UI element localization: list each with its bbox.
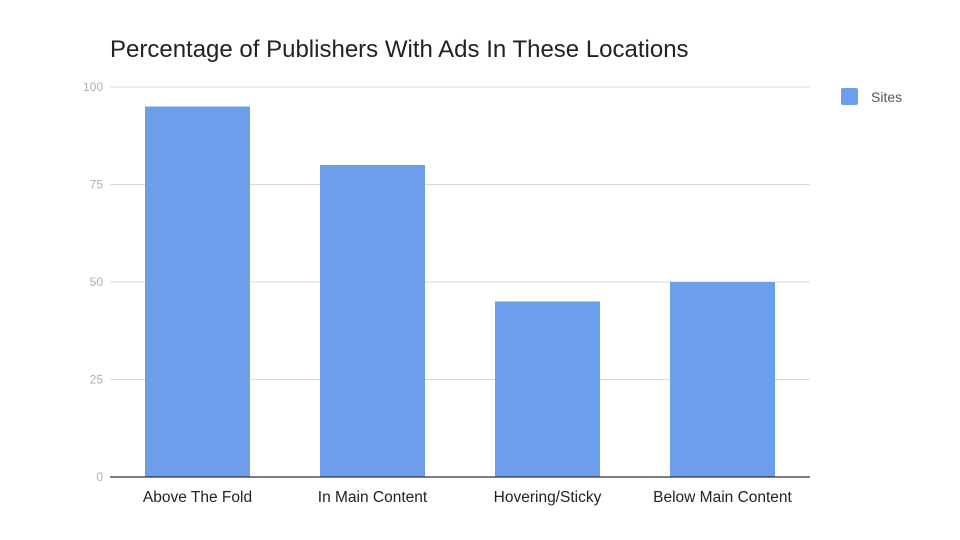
- bar: [145, 106, 250, 477]
- y-tick-label: 75: [90, 178, 104, 192]
- y-tick-label: 25: [90, 373, 104, 387]
- bar: [495, 301, 600, 477]
- bar: [670, 282, 775, 477]
- y-tick-label: 0: [96, 470, 103, 484]
- legend-swatch: [841, 88, 858, 105]
- x-category-label: Below Main Content: [653, 489, 792, 506]
- x-category-label: Above The Fold: [143, 489, 252, 506]
- bars: [145, 106, 775, 477]
- y-tick-label: 100: [83, 80, 103, 94]
- legend: Sites: [841, 88, 902, 105]
- axes: 0 25 50 75 100 Above The Fold In Main Content H…: [83, 80, 810, 506]
- y-tick-label: 50: [90, 275, 104, 289]
- chart-title: Percentage of Publishers With Ads In The…: [110, 36, 689, 63]
- bar: [320, 165, 425, 477]
- legend-label: Sites: [871, 89, 902, 105]
- x-category-label: In Main Content: [318, 489, 428, 506]
- x-category-label: Hovering/Sticky: [494, 489, 602, 506]
